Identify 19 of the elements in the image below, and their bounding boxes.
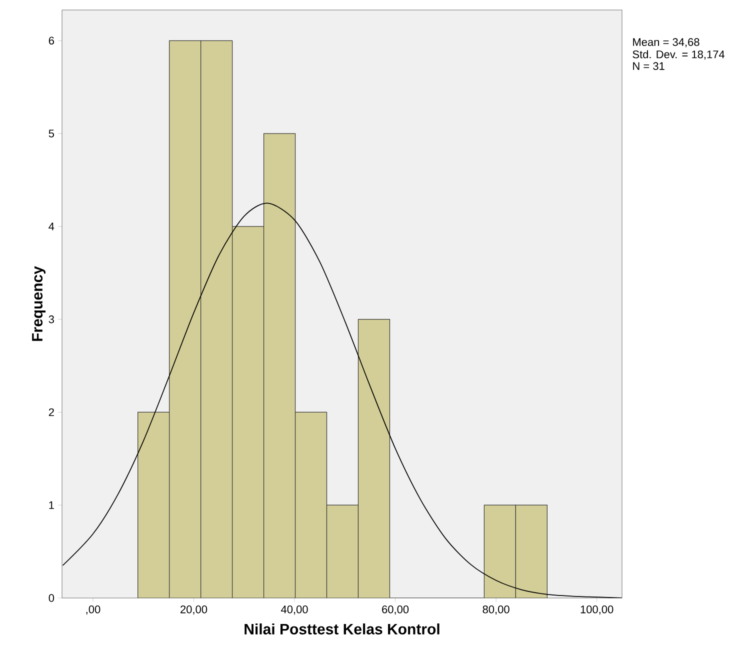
x-tick-label: 100,00 <box>580 606 614 615</box>
line-series <box>62 202 622 598</box>
y-axis-title: Frequency <box>32 266 46 341</box>
text: Mean = 34,68 <box>633 38 700 48</box>
x-tick-label: 20,00 <box>180 606 208 615</box>
text: Std. Dev. = 18,174 <box>632 50 725 60</box>
y-tick-label: 1 <box>49 501 54 509</box>
x-tick-label: 60,00 <box>382 606 409 615</box>
y-tick-label: 5 <box>48 130 54 138</box>
text: N = 31 <box>633 62 664 70</box>
x-axis-title: Nilai Posttest Kelas Kontrol <box>244 623 440 634</box>
y-tick-label: 0 <box>48 594 54 602</box>
y-tick-label: 4 <box>48 222 54 230</box>
x-tick-label: ,00 <box>86 606 100 615</box>
y-tick-label: 3 <box>48 315 54 324</box>
y-tick-label: 6 <box>48 36 54 45</box>
y-tick-label: 2 <box>48 408 54 416</box>
x-tick-label: 40,00 <box>281 606 308 615</box>
x-tick-label: 80,00 <box>482 606 510 615</box>
